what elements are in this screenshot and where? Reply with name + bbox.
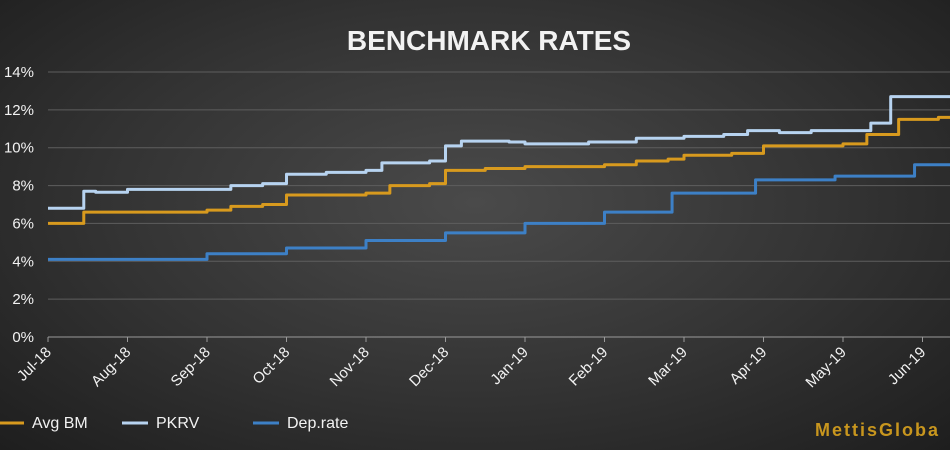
legend-label: Dep.rate	[287, 415, 348, 432]
x-tick-label: Jan-19	[487, 344, 531, 388]
series-line-dep-rate	[48, 163, 950, 261]
x-tick-label: Jul-18	[14, 344, 55, 385]
gridlines	[48, 71, 950, 338]
y-tick-label: 2%	[12, 291, 34, 308]
x-tick-label: Mar-19	[645, 344, 691, 390]
x-tick-label: May-19	[802, 344, 849, 391]
x-tick-label: Feb-19	[566, 344, 612, 390]
x-tick-label: Aug-18	[88, 344, 134, 390]
legend-label: Avg BM	[32, 415, 88, 432]
y-tick-label: 0%	[12, 329, 34, 346]
x-tick-label: Oct-18	[249, 344, 293, 388]
x-tick-label: Jun-19	[885, 344, 929, 388]
series-line-pkrv	[48, 95, 950, 210]
chart-title: BENCHMARK RATES	[347, 25, 631, 56]
legend: Avg BM PKRV Dep.rate	[0, 415, 348, 432]
y-tick-label: 4%	[12, 253, 34, 270]
axes: 0% 2% 4% 6% 8% 10% 12% 14% Jul-18 Aug-18 Sep-18 Oct…	[4, 64, 929, 391]
series-line-avg-bm	[48, 115, 950, 225]
y-tick-label: 10%	[4, 140, 34, 157]
y-tick-label: 8%	[12, 178, 34, 195]
x-tick-label: Sep-18	[168, 344, 214, 390]
y-tick-label: 12%	[4, 102, 34, 119]
x-tick-label: Dec-18	[406, 344, 452, 390]
y-tick-label: 14%	[4, 64, 34, 81]
series-lines	[48, 95, 950, 261]
watermark-text: MettisGloba	[815, 420, 940, 440]
x-tick-label: Nov-18	[327, 344, 373, 390]
x-tick-label: Apr-19	[726, 344, 770, 388]
y-tick-label: 6%	[12, 215, 34, 232]
legend-label: PKRV	[156, 415, 200, 432]
